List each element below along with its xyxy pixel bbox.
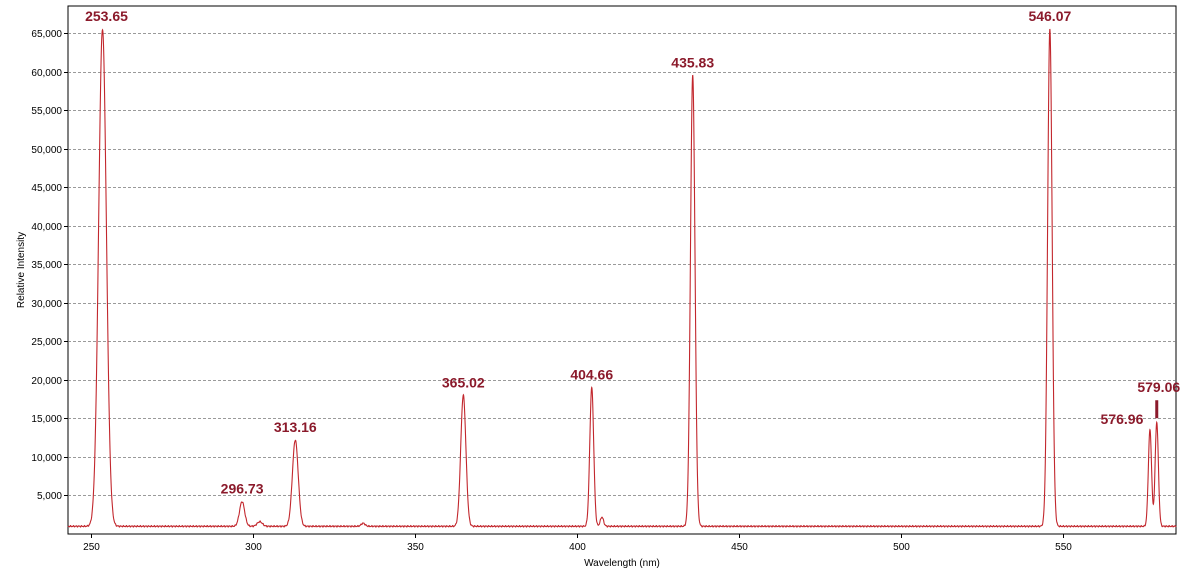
spectrum-series-line xyxy=(67,28,1177,528)
peak-label-576-96: 576.96 xyxy=(1101,411,1144,427)
peak-label-296-73: 296.73 xyxy=(221,481,264,497)
y-axis-ticks: 5,000 10,000 15,000 20,000 25,000 30,000 35,00… xyxy=(31,29,68,502)
peak-label-404-66: 404.66 xyxy=(570,367,613,383)
peak-labels: 253.65 296.73 313.16 365.02 404.66 435.83 546.… xyxy=(85,8,1180,497)
peak-marker-579-06 xyxy=(1155,400,1159,419)
y-tick-label: 55,000 xyxy=(31,106,62,117)
y-tick-label: 40,000 xyxy=(31,222,62,233)
peak-label-579-06: 579.06 xyxy=(1137,379,1180,395)
x-tick-label: 400 xyxy=(569,542,586,553)
y-tick-label: 15,000 xyxy=(31,414,62,425)
y-tick-label: 50,000 xyxy=(31,145,62,156)
plot-frame xyxy=(67,5,1177,535)
y-axis-title: Relative Intensity xyxy=(16,232,27,308)
y-tick-label: 65,000 xyxy=(31,29,62,40)
y-tick-label: 35,000 xyxy=(31,260,62,271)
y-tick-label: 45,000 xyxy=(31,183,62,194)
x-tick-label: 350 xyxy=(407,542,424,553)
peak-label-546-07: 546.07 xyxy=(1028,8,1071,24)
x-tick-label: 550 xyxy=(1055,542,1072,553)
x-tick-label: 450 xyxy=(731,542,748,553)
y-tick-label: 10,000 xyxy=(31,453,62,464)
y-tick-label: 60,000 xyxy=(31,68,62,79)
y-tick-label: 25,000 xyxy=(31,337,62,348)
peak-label-253-65: 253.65 xyxy=(85,8,128,24)
x-axis-title: Wavelength (nm) xyxy=(584,558,660,569)
y-tick-label: 30,000 xyxy=(31,299,62,310)
y-tick-label: 5,000 xyxy=(37,491,62,502)
peak-label-365-02: 365.02 xyxy=(442,374,485,390)
x-tick-label: 250 xyxy=(83,542,100,553)
x-tick-label: 500 xyxy=(893,542,910,553)
peak-label-313-16: 313.16 xyxy=(274,419,317,435)
x-axis-ticks: 250 300 350 400 450 500 550 xyxy=(83,534,1072,553)
x-tick-label: 300 xyxy=(245,542,262,553)
peak-label-435-83: 435.83 xyxy=(671,54,714,70)
y-tick-label: 20,000 xyxy=(31,376,62,387)
